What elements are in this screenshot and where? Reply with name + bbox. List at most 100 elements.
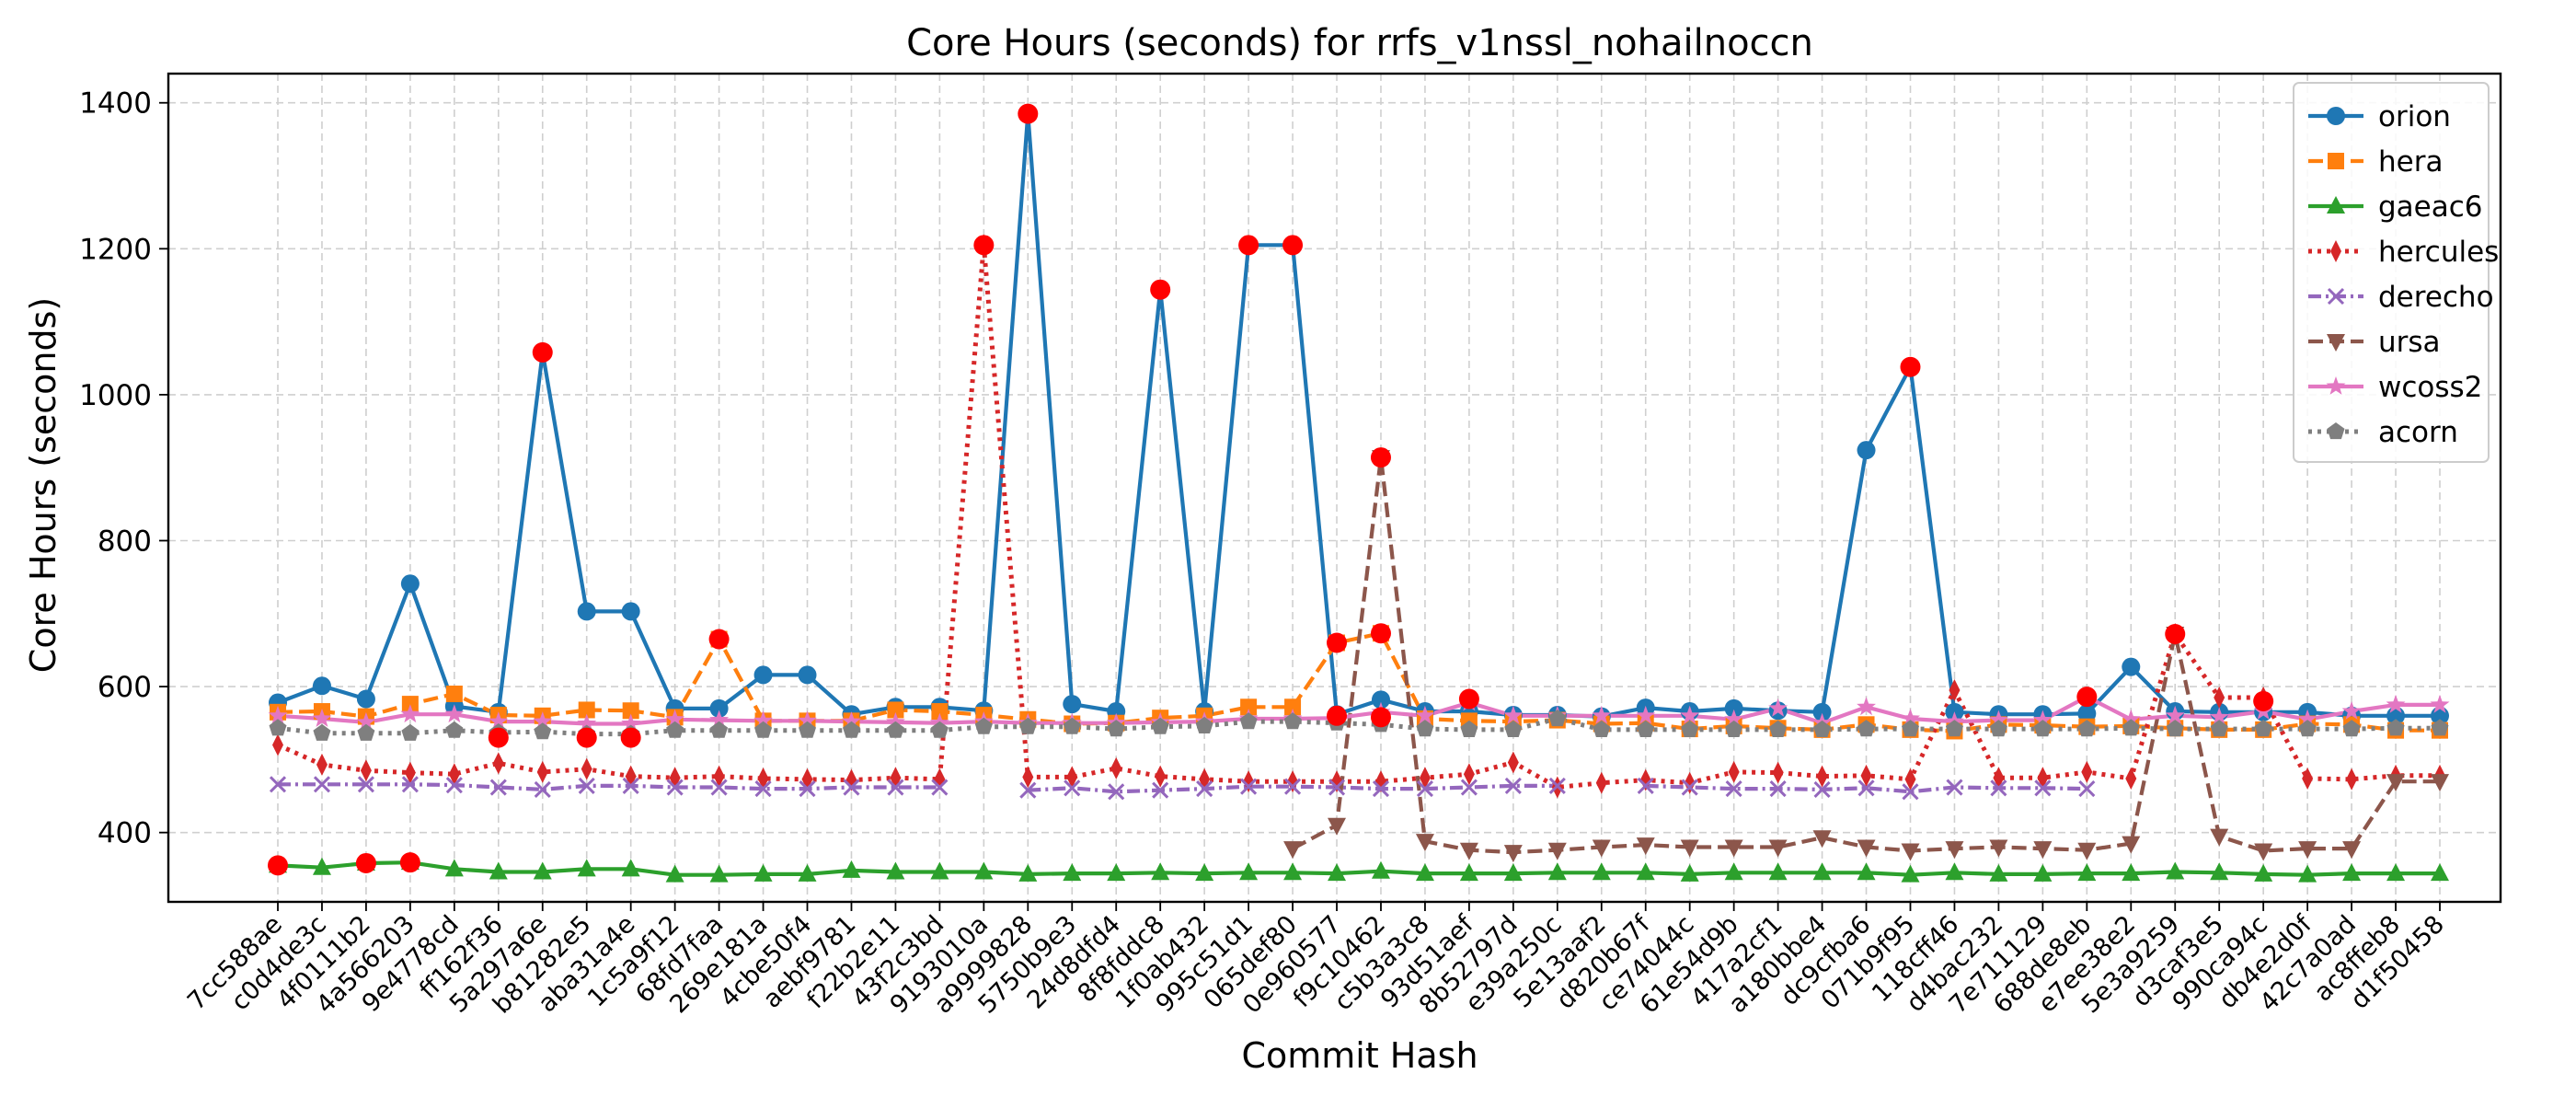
data-point-derecho (1328, 779, 1346, 796)
data-point-acorn (974, 717, 993, 734)
data-point-orion (1812, 702, 1832, 721)
plot-frame (167, 72, 2502, 904)
data-point-wcoss2 (1592, 705, 1612, 724)
data-point-acorn (2166, 720, 2184, 737)
data-point-hercules (1022, 766, 1034, 789)
data-point-gaeac6 (2431, 863, 2449, 882)
data-point-derecho (1152, 781, 1169, 799)
data-point-derecho (1416, 780, 1434, 798)
data-point-gaeac6 (2033, 863, 2053, 882)
data-point-derecho (1637, 777, 1654, 794)
data-point-wcoss2 (842, 711, 861, 730)
data-point-acorn (1460, 720, 1478, 737)
data-point-wcoss2 (2165, 705, 2185, 724)
legend-marker-hera (2328, 153, 2344, 169)
data-point-wcoss2 (1636, 705, 1656, 724)
data-point-gaeac6 (2077, 863, 2097, 882)
data-point-derecho (1019, 781, 1037, 799)
data-point-derecho (357, 776, 374, 793)
data-point-acorn (2077, 720, 2096, 737)
data-point-orion (312, 676, 331, 696)
y-tick-label: 600 (98, 671, 152, 704)
data-point-acorn (1945, 720, 1963, 737)
data-point-hera (445, 686, 463, 703)
data-point-gaeac6 (1328, 863, 1347, 882)
data-point-acorn (2210, 720, 2228, 737)
data-point-gaeac6 (842, 860, 861, 878)
data-point-wcoss2 (268, 705, 288, 724)
data-point-orion (577, 602, 596, 621)
data-point-gaeac6 (1503, 863, 1523, 882)
data-point-ursa (2077, 842, 2097, 860)
data-point-gaeac6 (1636, 862, 1655, 881)
data-point-wcoss2 (577, 713, 597, 733)
series-line-gaeac6 (277, 860, 2440, 877)
legend-marker-gaeac6 (2327, 196, 2345, 214)
data-point-ursa (1415, 834, 1434, 852)
highlight-point (1238, 235, 1259, 256)
data-point-ursa (1592, 839, 1611, 858)
data-point-gaeac6 (1415, 863, 1434, 882)
data-point-acorn (1725, 720, 1743, 737)
series-line-hercules (276, 242, 2440, 790)
data-point-ursa (1812, 830, 1832, 848)
data-point-derecho (1108, 783, 1125, 801)
data-point-hercules (492, 752, 504, 775)
highlight-point (1370, 447, 1391, 468)
data-point-gaeac6 (1547, 862, 1567, 881)
data-point-gaeac6 (886, 861, 905, 880)
data-point-gaeac6 (798, 863, 817, 882)
data-point-derecho (1460, 779, 1478, 796)
y-tick-label: 1400 (79, 87, 152, 121)
data-point-orion (1063, 695, 1082, 714)
data-point-ursa (2386, 774, 2406, 792)
data-point-derecho (2034, 779, 2052, 797)
data-point-acorn (2431, 719, 2449, 736)
data-point-gaeac6 (1989, 863, 2008, 882)
data-point-hera (578, 701, 595, 719)
y-tick-label: 1000 (79, 379, 152, 412)
data-point-gaeac6 (533, 861, 552, 880)
data-point-gaeac6 (312, 857, 331, 875)
data-point-wcoss2 (2297, 709, 2317, 728)
data-point-hercules (2081, 760, 2093, 783)
data-point-gaeac6 (1724, 862, 1743, 881)
data-point-ursa (2122, 836, 2141, 854)
data-point-gaeac6 (753, 863, 773, 882)
data-point-wcoss2 (533, 711, 553, 730)
data-point-acorn (930, 721, 949, 738)
data-point-gaeac6 (2298, 864, 2317, 883)
data-point-acorn (1416, 720, 1434, 737)
data-point-orion (356, 689, 375, 709)
data-point-wcoss2 (356, 711, 376, 731)
data-point-gaeac6 (1283, 862, 1303, 881)
data-point-derecho (1196, 780, 1213, 798)
data-point-derecho (710, 779, 728, 796)
data-point-acorn (843, 721, 860, 738)
data-point-hercules (1949, 679, 1961, 702)
data-point-wcoss2 (444, 704, 465, 723)
data-point-hercules (404, 761, 416, 784)
data-point-orion (1724, 698, 1743, 718)
legend-label-hera: hera (2378, 145, 2443, 179)
data-point-orion (798, 665, 817, 685)
data-point-gaeac6 (1768, 862, 1788, 881)
data-point-acorn (1151, 717, 1169, 734)
data-point-hercules (581, 757, 592, 780)
data-point-ursa (2431, 774, 2449, 792)
data-point-gaeac6 (1107, 863, 1126, 882)
data-point-hercules (2302, 767, 2314, 790)
data-point-derecho (1813, 780, 1831, 798)
series-line-wcoss2 (277, 695, 2440, 726)
data-point-acorn (1857, 720, 1875, 737)
highlight-point (1327, 632, 1348, 653)
data-point-acorn (269, 719, 287, 736)
data-point-acorn (1902, 720, 1919, 737)
highlight-point (1282, 235, 1304, 256)
data-point-derecho (1902, 783, 1919, 801)
data-point-gaeac6 (2166, 861, 2185, 880)
data-point-wcoss2 (2121, 709, 2141, 728)
data-point-hera (622, 702, 639, 720)
data-point-hercules (1155, 765, 1167, 788)
data-point-orion (753, 665, 773, 685)
